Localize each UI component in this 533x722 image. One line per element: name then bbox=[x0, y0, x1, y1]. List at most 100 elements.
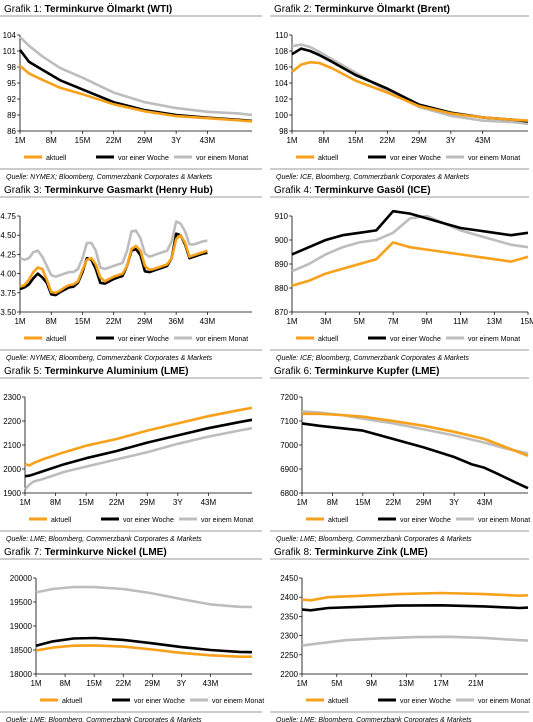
x-tick-label: 29M bbox=[137, 136, 153, 145]
x-tick-label: 3Y bbox=[446, 136, 456, 145]
series-line-aktuell bbox=[301, 591, 529, 602]
y-tick-label: 101 bbox=[3, 47, 17, 56]
chart-panel-2: Grafik 2: Terminkurve Ölmarkt (Brent)981… bbox=[270, 2, 529, 181]
y-tick-label: 19500 bbox=[10, 598, 33, 607]
x-tick-label: 1M bbox=[296, 679, 307, 688]
series-line-vor-einer-woche bbox=[19, 232, 208, 297]
legend-label: vor einer Woche bbox=[118, 155, 169, 162]
figure-prefix: Grafik 7: bbox=[4, 547, 42, 558]
legend-label: vor einem Monat bbox=[468, 155, 520, 162]
x-tick-label: 15M bbox=[355, 498, 371, 507]
x-tick-label: 9M bbox=[366, 679, 377, 688]
x-tick-label: 21M bbox=[468, 679, 484, 688]
legend-label: vor einer Woche bbox=[390, 155, 441, 162]
legend-label: aktuell bbox=[46, 155, 67, 162]
series-line-vor-einem-monat bbox=[19, 220, 208, 278]
legend-label: vor einer Woche bbox=[123, 517, 174, 524]
source-note: Quelle: NYMEX; Bloomberg, Commerzbank Co… bbox=[6, 174, 213, 181]
y-tick-label: 2250 bbox=[280, 651, 298, 660]
y-tick-label: 2350 bbox=[280, 612, 298, 621]
x-tick-label: 43M bbox=[200, 317, 216, 326]
x-tick-label: 15M bbox=[75, 317, 91, 326]
y-tick-label: 4.00 bbox=[0, 270, 16, 279]
x-tick-label: 1M bbox=[19, 498, 30, 507]
figure-prefix: Grafik 8: bbox=[274, 547, 312, 558]
series-line-vor-einer-woche bbox=[291, 47, 529, 123]
x-tick-label: 8M bbox=[327, 498, 338, 507]
y-tick-label: 95 bbox=[7, 79, 16, 88]
y-tick-label: 106 bbox=[275, 63, 289, 72]
legend-label: vor einer Woche bbox=[134, 698, 185, 705]
series-line-vor-einem-monat bbox=[35, 585, 253, 609]
legend-label: vor einem Monat bbox=[478, 698, 530, 705]
series-line-aktuell bbox=[302, 412, 529, 458]
x-tick-label: 7M bbox=[388, 317, 399, 326]
y-tick-label: 86 bbox=[7, 127, 16, 136]
x-tick-label: 8M bbox=[50, 498, 61, 507]
x-tick-label: 15M bbox=[75, 136, 91, 145]
chart-title: Grafik 4: Terminkurve Gasöl (ICE) bbox=[274, 185, 431, 196]
y-tick-label: 2200 bbox=[280, 670, 298, 679]
y-tick-label: 7200 bbox=[280, 393, 298, 402]
x-tick-label: 3Y bbox=[449, 498, 459, 507]
chart-panel-7: Grafik 7: Terminkurve Nickel (LME)180001… bbox=[0, 547, 264, 722]
legend-label: vor einem Monat bbox=[212, 698, 264, 705]
figure-title: Terminkurve Ölmarkt (Brent) bbox=[312, 2, 450, 15]
y-tick-label: 18500 bbox=[10, 646, 33, 655]
y-tick-label: 1900 bbox=[3, 489, 21, 498]
y-tick-label: 910 bbox=[275, 212, 289, 221]
y-tick-label: 900 bbox=[275, 236, 289, 245]
series-line-vor-einer-woche bbox=[301, 604, 529, 612]
legend-label: aktuell bbox=[46, 336, 67, 343]
chart-panel-1: Grafik 1: Terminkurve Ölmarkt (WTI) 86 89 9… bbox=[0, 2, 262, 181]
y-tick-label: 3.50 bbox=[0, 308, 16, 317]
y-tick-label: 2300 bbox=[280, 632, 298, 641]
x-tick-label: 43M bbox=[203, 679, 219, 688]
series-line-aktuell bbox=[19, 233, 208, 295]
x-tick-label: 5M bbox=[354, 317, 365, 326]
x-tick-label: 9M bbox=[421, 317, 432, 326]
series-line-aktuell bbox=[291, 60, 529, 122]
x-tick-label: 1M bbox=[286, 317, 297, 326]
x-tick-label: 3M bbox=[320, 317, 331, 326]
source-note: Quelle: LME; Bloomberg, Commerzbank Corp… bbox=[6, 536, 202, 543]
series-line-vor-einem-monat bbox=[291, 43, 529, 126]
y-tick-label: 108 bbox=[275, 47, 289, 56]
chart-panel-5: Grafik 5: Terminkurve Aluminium (LME) 190… bbox=[0, 366, 262, 543]
figure-title: Terminkurve Aluminium (LME) bbox=[42, 366, 189, 377]
y-tick-label: 18000 bbox=[10, 670, 33, 679]
series-line-vor-einem-monat bbox=[291, 214, 529, 273]
y-tick-label: 2000 bbox=[3, 465, 21, 474]
legend-label: vor einem Monat bbox=[201, 517, 253, 524]
y-tick-label: 880 bbox=[275, 284, 289, 293]
series-line-vor-einem-monat bbox=[301, 635, 529, 647]
x-tick-label: 22M bbox=[109, 498, 125, 507]
x-tick-label: 22M bbox=[385, 498, 401, 507]
figure-title: Terminkurve Gasöl (ICE) bbox=[312, 185, 431, 196]
legend-label: vor einem Monat bbox=[478, 517, 530, 524]
y-tick-label: 6800 bbox=[280, 489, 298, 498]
x-tick-label: 8M bbox=[318, 136, 329, 145]
y-tick-label: 870 bbox=[275, 308, 289, 317]
source-note: Quelle: LME; Bloomberg, Commerzbank Corp… bbox=[6, 717, 202, 722]
y-tick-label: 7100 bbox=[280, 417, 298, 426]
x-tick-label: 13M bbox=[399, 679, 415, 688]
x-tick-label: 29M bbox=[137, 317, 153, 326]
figure-prefix: Grafik 6: bbox=[274, 366, 312, 377]
source-note: Quelle: LME; Bloomberg, Commerzbank Corp… bbox=[276, 536, 472, 543]
source-note: Quelle: ICE, Bloomberg, Commerzbank Corp… bbox=[276, 174, 469, 181]
x-tick-label: 43M bbox=[200, 136, 216, 145]
x-tick-label: 15M bbox=[78, 498, 94, 507]
legend-label: vor einer Woche bbox=[400, 698, 451, 705]
legend-label: vor einem Monat bbox=[468, 336, 520, 343]
legend-label: vor einer Woche bbox=[390, 336, 441, 343]
x-tick-label: 29M bbox=[145, 679, 161, 688]
chart-title: Grafik 8: Terminkurve Zink (LME) bbox=[274, 547, 428, 558]
series-line-vor-einer-woche bbox=[291, 209, 529, 256]
y-tick-label: 4.50 bbox=[0, 231, 16, 240]
y-tick-label: 110 bbox=[275, 31, 288, 40]
source-note: Quelle: NYMEX; Bloomberg, Commerzbank Co… bbox=[6, 355, 213, 362]
series-line-vor-einer-woche bbox=[301, 422, 529, 490]
chart-panel-4: Grafik 4: Terminkurve Gasöl (ICE) 870 880 8… bbox=[270, 185, 533, 362]
